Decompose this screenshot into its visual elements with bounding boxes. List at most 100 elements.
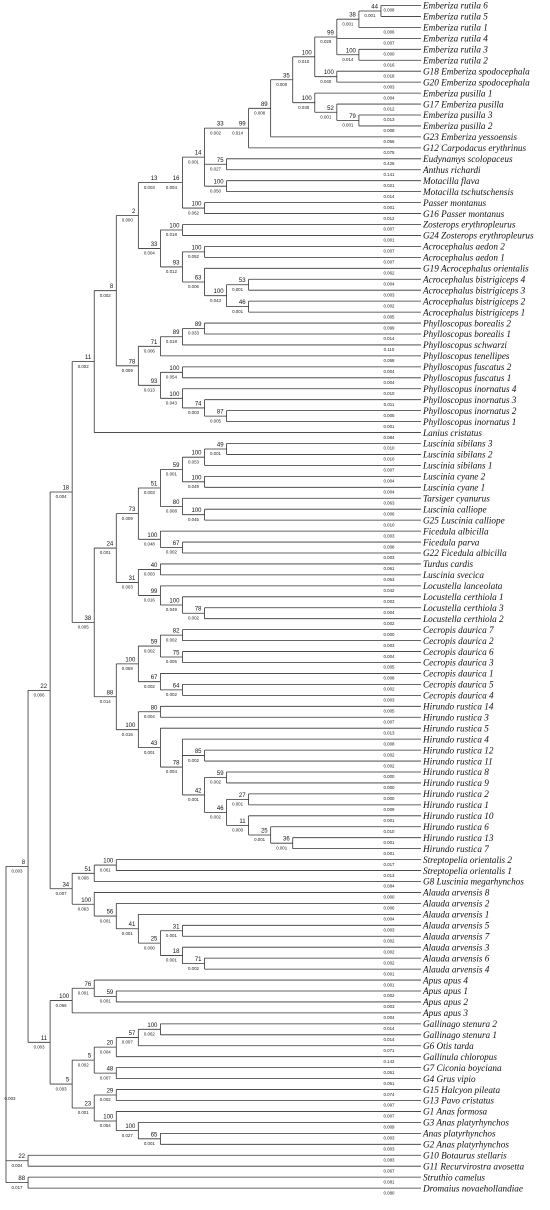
bootstrap-support-label: 46: [217, 806, 224, 812]
branch-length-label: 0.080: [384, 1190, 396, 1195]
branch-length-label: 0.008: [384, 741, 396, 746]
branch-length-label: 0.001: [384, 205, 396, 210]
bootstrap-support-label: 29: [107, 1089, 114, 1095]
bootstrap-support-label: 75: [173, 651, 180, 657]
bootstrap-support-label: 43: [151, 741, 158, 747]
branch-length-label: 0.004: [384, 479, 396, 484]
branch-length-label: 0.000: [276, 82, 288, 87]
branch-length-label: 0.030: [298, 105, 310, 110]
taxon-label: Emberiza pusilla 3: [422, 110, 493, 120]
bootstrap-support-label: 8: [110, 284, 114, 290]
bootstrap-support-label: 51: [151, 481, 158, 487]
taxon-label: Acrocephalus bistrigiceps 3: [422, 285, 526, 295]
bootstrap-support-label: 40: [151, 563, 158, 569]
taxon-label: Cecropis daurica 4: [423, 691, 494, 701]
taxon-label: Cecropis daurica 7: [423, 625, 494, 635]
taxon-label: G25 Luscinia calliope: [423, 515, 505, 525]
taxon-label: Motacilla tschutschensis: [422, 187, 514, 197]
taxon-label: Phylloscopus inornatus 2: [422, 406, 517, 416]
taxon-label: Cecropis daurica 1: [423, 669, 494, 679]
bootstrap-support-label: 42: [195, 788, 202, 794]
branch-length-label: 0.010: [384, 457, 396, 462]
taxon-label: Hirundo rustica 5: [422, 723, 489, 733]
branch-length-label: 0.059: [122, 666, 134, 671]
branch-length-label: 0.005: [384, 314, 396, 319]
branch-length-label: 0.056: [384, 139, 396, 144]
branch-length-label: 0.002: [78, 1062, 90, 1067]
branch-length-label: 0.001: [78, 990, 90, 995]
branch-length-label: 0.003: [384, 84, 396, 89]
branch-length-label: 0.008: [384, 544, 396, 549]
branch-length-label: 0.001: [144, 750, 156, 755]
branch-length-label: 0.051: [384, 1070, 396, 1075]
taxon-label: Alauda arvensis 7: [422, 931, 490, 941]
bootstrap-support-label: 78: [129, 359, 136, 365]
branch-length-label: 0.048: [144, 542, 156, 547]
branch-length-label: 0.014: [342, 57, 354, 62]
bootstrap-support-label: 88: [18, 1176, 25, 1182]
branch-length-label: 0.001: [320, 114, 332, 119]
branch-length-label: 0.027: [210, 166, 222, 171]
bootstrap-support-label: 48: [107, 1067, 114, 1073]
branch-length-label: 0.050: [210, 188, 222, 193]
branch-length-label: 0.004: [56, 494, 68, 499]
branch-length-label: 0.003: [122, 585, 134, 590]
branch-length-label: 0.021: [384, 183, 396, 188]
taxon-label: G3 Anas platyrhynchos: [423, 1118, 509, 1128]
branch-length-label: 0.002: [384, 752, 396, 757]
taxon-label: Ficedula parva: [422, 537, 480, 547]
branch-length-label: 0.067: [384, 1168, 396, 1173]
branch-length-label: 0.097: [384, 1103, 396, 1108]
taxon-label: G10 Botaurus stellaris: [423, 1150, 507, 1160]
branch-length-label: 0.083: [384, 1157, 396, 1162]
taxon-label: G20 Emberiza spodocephala: [423, 77, 530, 87]
taxon-label: Luscinia sibilans 2: [422, 450, 493, 460]
bootstrap-support-label: 53: [239, 278, 246, 284]
branch-length-label: 0.001: [384, 424, 396, 429]
branch-length-label: 0.003: [384, 599, 396, 604]
bootstrap-support-label: 18: [173, 949, 180, 955]
branch-length-label: 0.003: [188, 410, 200, 415]
branch-length-label: 0.004: [384, 380, 396, 385]
taxon-label: Gallinago stenura 1: [423, 1030, 497, 1040]
bootstrap-support-label: 82: [173, 629, 180, 635]
branch-length-label: 0.099: [384, 325, 396, 330]
taxon-label: Dromaius novaehollandiae: [422, 1183, 523, 1193]
branch-length-label: 0.002: [144, 684, 156, 689]
branch-length-label: 0.010: [384, 522, 396, 527]
taxon-label: Lanius cristatus: [422, 428, 482, 438]
branch-length-label: 0.053: [188, 459, 200, 464]
taxon-label: Luscinia sibilans 3: [422, 439, 493, 449]
branch-length-label: 0.012: [384, 106, 396, 111]
branch-length-label: 0.003: [144, 490, 156, 495]
branch-length-label: 0.000: [122, 218, 134, 223]
branch-length-label: 0.014: [384, 1037, 396, 1042]
bootstrap-support-label: 88: [107, 690, 114, 696]
branch-length-label: 0.004: [384, 654, 396, 659]
taxon-label: G24 Zosterops erythropleurus: [423, 231, 534, 241]
branch-length-label: 0.010: [298, 59, 310, 64]
taxon-label: G7 Ciconia boyciana: [423, 1063, 502, 1073]
taxon-label: Luscinia sibilans 1: [422, 461, 492, 471]
branch-length-label: 0.001: [100, 999, 112, 1004]
branch-length-label: 0.004: [384, 1015, 396, 1020]
branch-length-label: 0.081: [384, 1179, 396, 1184]
branch-length-label: 0.054: [100, 1123, 112, 1128]
bootstrap-support-label: 44: [371, 4, 378, 10]
branch-length-label: 0.017: [384, 862, 396, 867]
bootstrap-support-label: 100: [302, 96, 313, 102]
branch-length-label: 0.043: [166, 401, 178, 406]
bootstrap-support-label: 64: [173, 683, 180, 689]
taxon-label: Hirundo rustica 1: [422, 800, 489, 810]
taxon-label: Streptopelia orientalis 1: [423, 866, 512, 876]
branch-length-label: 0.018: [166, 339, 178, 344]
taxon-label: Hirundo rustica 8: [422, 767, 489, 777]
branch-length-label: 0.000: [384, 632, 396, 637]
taxon-label: Anthus richardi: [422, 165, 481, 175]
bootstrap-support-label: 25: [261, 828, 268, 834]
bootstrap-support-label: 100: [169, 223, 180, 229]
bootstrap-support-label: 71: [195, 957, 202, 963]
branch-length-label: 0.001: [232, 802, 244, 807]
branch-length-label: 0.141: [384, 172, 396, 177]
branch-length-label: 0.012: [384, 216, 396, 221]
